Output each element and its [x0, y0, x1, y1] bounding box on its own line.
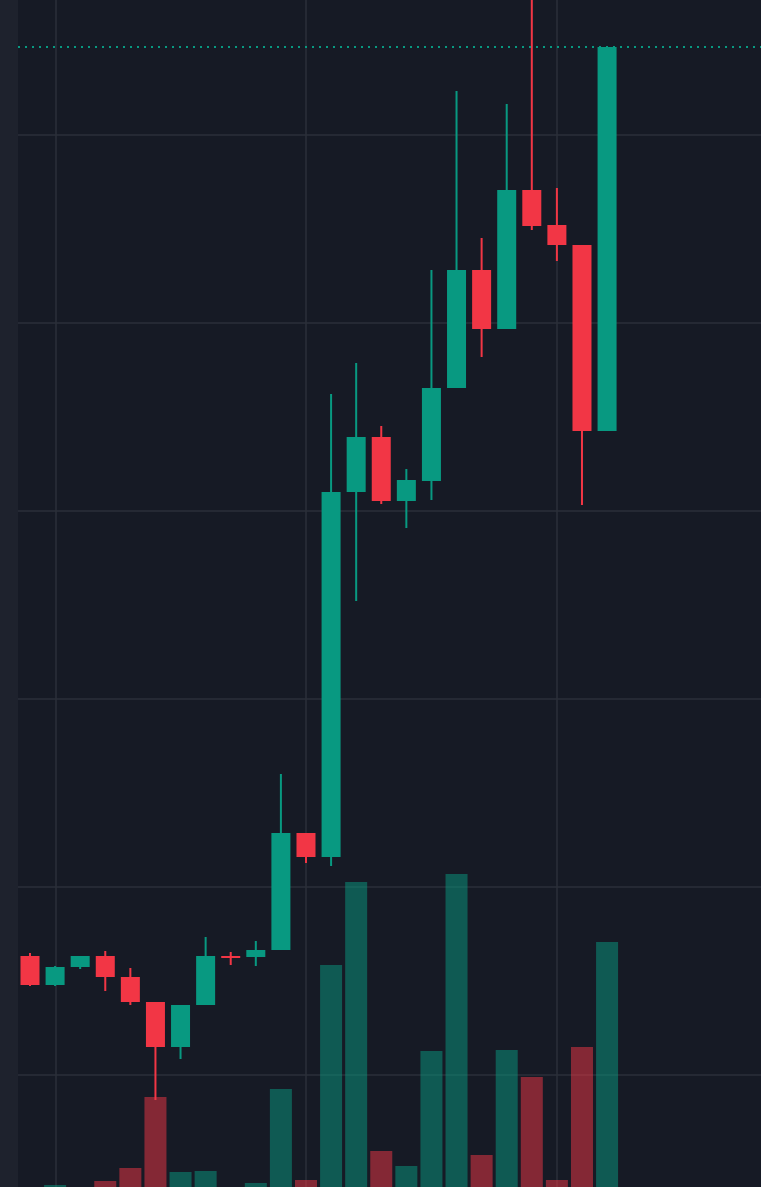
volume-bar — [495, 1050, 518, 1187]
volume-bar — [320, 965, 343, 1187]
volume-bar — [294, 1180, 317, 1187]
volume-bar — [520, 1077, 543, 1187]
volume-bar — [570, 1047, 593, 1187]
volume-bar — [169, 1172, 192, 1187]
volume-bar — [420, 1051, 443, 1187]
candle-body — [346, 437, 366, 492]
candle-body — [95, 956, 115, 977]
volume-bar — [345, 882, 368, 1187]
candle-body — [120, 977, 140, 1002]
volume-bar — [44, 1185, 67, 1187]
volume-bar — [445, 874, 468, 1187]
volume-bar — [119, 1168, 142, 1187]
candle-body — [497, 190, 517, 329]
candle-body — [547, 225, 567, 245]
volume-bar — [470, 1155, 493, 1187]
volume-bar — [370, 1151, 393, 1187]
candle-body — [171, 1005, 191, 1047]
volume-bar — [545, 1180, 568, 1187]
candle-body — [246, 950, 266, 957]
candle-body — [145, 1002, 165, 1047]
candle-body — [396, 480, 416, 501]
volume-bar — [395, 1166, 418, 1187]
side-strip — [0, 0, 18, 1187]
candle-body — [296, 833, 316, 857]
candle-body — [421, 388, 441, 481]
candle-body — [196, 956, 216, 1005]
candle-body — [221, 956, 241, 958]
volume-bar — [94, 1181, 117, 1187]
candle-body — [522, 190, 542, 226]
candle-body — [45, 967, 65, 985]
candle-body — [371, 437, 391, 501]
candle-body — [271, 833, 291, 950]
candle-body — [572, 245, 592, 431]
candle-body — [70, 956, 90, 967]
candle-body — [472, 270, 492, 329]
volume-bar — [269, 1089, 292, 1187]
volume-bar — [244, 1183, 267, 1187]
candle-body — [20, 956, 40, 985]
candle-body — [447, 270, 467, 388]
candle-body — [597, 47, 617, 431]
volume-bar — [194, 1171, 217, 1187]
volume-bar — [596, 942, 619, 1187]
candle-body — [321, 492, 341, 857]
volume-bar — [144, 1097, 167, 1187]
